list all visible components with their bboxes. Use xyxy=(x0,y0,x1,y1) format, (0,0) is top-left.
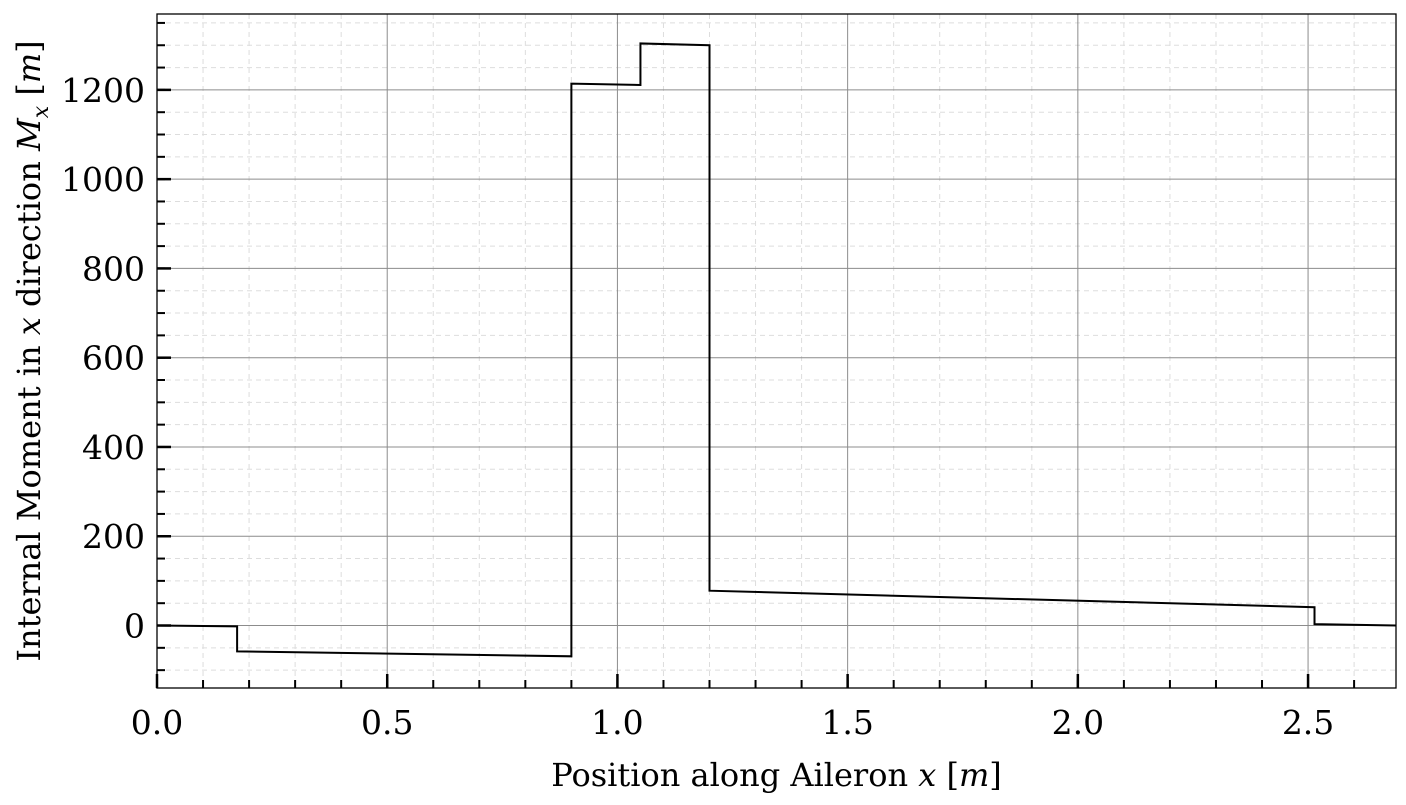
y-label-sub: x xyxy=(29,105,54,118)
x-label-var: x xyxy=(918,756,936,794)
y-label-unit: m xyxy=(10,53,48,83)
x-tick-label: 1.5 xyxy=(821,703,873,742)
y-label-mid: direction xyxy=(10,151,48,317)
axis-ticks xyxy=(155,21,1356,688)
y-label-prefix: Internal Moment in xyxy=(10,335,48,661)
tick-labels: 0.0 0.5 1.0 1.5 2.0 2.5 0 200 400 600 800 1000 1200 xyxy=(61,71,1334,742)
x-label-unit-close: ] xyxy=(989,756,1001,794)
y-tick-label: 0 xyxy=(124,607,145,646)
x-tick-label: 2.5 xyxy=(1282,703,1334,742)
moment-series-line xyxy=(156,42,1397,658)
major-grid xyxy=(156,14,1396,688)
y-tick-label: 600 xyxy=(82,339,145,378)
y-tick-label: 200 xyxy=(82,517,145,556)
plot-area-frame xyxy=(156,13,1397,689)
x-tick-label: 1.0 xyxy=(591,703,643,742)
y-axis-label: Internal Moment in x direction Mx [m] xyxy=(10,40,54,661)
y-tick-label: 1000 xyxy=(61,160,145,199)
x-axis-label: Position along Aileron x [m] xyxy=(551,756,1002,794)
x-tick-label: 0.0 xyxy=(131,703,183,742)
x-label-prefix: Position along Aileron xyxy=(551,756,918,794)
y-label-sym: M xyxy=(10,117,48,152)
y-label-unit-close: ] xyxy=(10,40,48,52)
x-tick-label: 2.0 xyxy=(1052,703,1104,742)
x-label-unit-open: [ xyxy=(936,756,959,794)
y-tick-label: 1200 xyxy=(61,71,145,110)
series-layer xyxy=(156,42,1397,658)
y-tick-label: 400 xyxy=(82,428,145,467)
y-tick-label: 800 xyxy=(82,249,145,288)
minor-grid xyxy=(157,14,1396,688)
x-label-unit: m xyxy=(959,756,989,794)
x-tick-label: 0.5 xyxy=(361,703,413,742)
y-label-var: x xyxy=(10,317,48,335)
y-label-unit-open: [ xyxy=(10,83,48,106)
